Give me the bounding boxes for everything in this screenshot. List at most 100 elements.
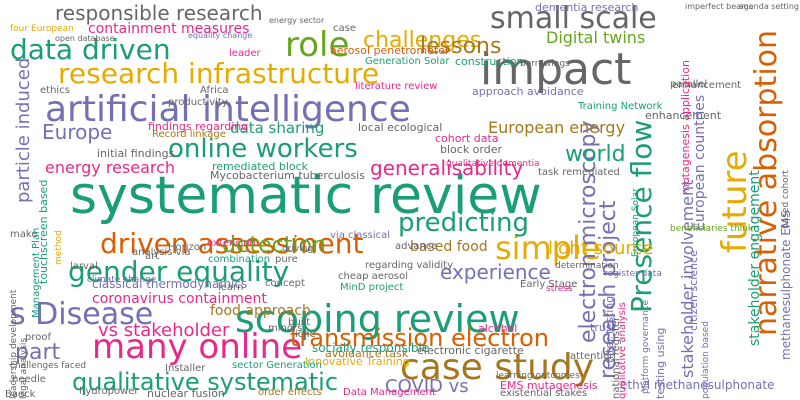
cloud-word: Africa (200, 85, 229, 96)
cloud-word: research infrastructure (58, 57, 380, 90)
cloud-word: Digital twins (546, 28, 646, 47)
cloud-word: predicting (398, 208, 530, 238)
cloud-word: driving (282, 244, 314, 254)
cloud-word: citizen science (687, 250, 700, 331)
cloud-word: beneficiaries think (670, 224, 754, 234)
cloud-word: methanesulphonate EMS (779, 210, 793, 360)
cloud-word: light source (548, 238, 654, 259)
cloud-word: iche (295, 329, 316, 340)
cloud-word: European Solar (631, 188, 641, 257)
cloud-word: ethics (40, 85, 70, 96)
cloud-word: case study (400, 347, 595, 388)
cloud-word: pure (275, 254, 298, 265)
cloud-word: dementia research (535, 1, 639, 14)
cloud-word: borrowings (520, 59, 570, 69)
cloud-word: based food (410, 239, 488, 255)
cloud-word: coronavirus containment (92, 291, 267, 307)
cloud-word: artificial intelligence (45, 89, 411, 130)
cloud-word: energy sector (269, 16, 325, 25)
cloud-word: make (10, 229, 38, 240)
cloud-word: avoidance task (325, 347, 409, 360)
cloud-word: vs stakeholder (98, 320, 230, 341)
cloud-word: platform governance (641, 299, 651, 394)
cloud-word: qualitative systematic (72, 368, 339, 396)
cloud-word: method (54, 230, 64, 265)
cloud-word: qualitative dementia (446, 159, 540, 169)
cloud-word: combination (208, 254, 271, 265)
cloud-word: sector Generation (232, 360, 322, 371)
cloud-word: experience (440, 260, 551, 284)
cloud-word: many online (92, 327, 303, 367)
cloud-word: electronic cigarette (417, 344, 524, 357)
cloud-word: Early Stage (520, 279, 578, 290)
cloud-word: alcohol (478, 322, 518, 335)
cloud-word: local ecological (358, 121, 443, 134)
cloud-word: part (15, 340, 61, 365)
cloud-word: containment measures (88, 21, 250, 37)
cloud-word: leadership development (9, 289, 19, 399)
cloud-word: data driven (10, 33, 171, 66)
cloud-word: world (565, 142, 626, 167)
cloud-word: equality change (188, 31, 253, 40)
cloud-word: larval (70, 261, 98, 272)
cloud-word: systematic review (70, 166, 542, 226)
cloud-word: role (285, 25, 350, 65)
cloud-word: open database (55, 34, 115, 43)
cloud-word: climate change (87, 275, 157, 285)
cloud-word: extension (207, 238, 256, 249)
cloud-word: population based (701, 321, 711, 399)
cloud-word: driven assessment (100, 227, 364, 260)
cloud-word: existential stakes (500, 388, 588, 399)
cloud-word: scoping review (235, 297, 520, 341)
cloud-word: needle (12, 374, 46, 385)
cloud-word: Europe (42, 120, 113, 144)
cloud-word: case (333, 23, 356, 34)
cloud-word: cheap aerosol (338, 271, 409, 282)
cloud-word: stakeholder engagement (747, 170, 763, 346)
cloud-word: art (145, 251, 160, 262)
cloud-word: challenges (363, 28, 482, 53)
cloud-word: learning outcomes (496, 371, 580, 381)
cloud-word: trust (590, 321, 616, 334)
cloud-word: Generation Solar (365, 56, 450, 67)
cloud-word: imperfect beams (685, 2, 753, 11)
cloud-word: detection (222, 233, 326, 258)
cloud-word: findings regarding (148, 120, 249, 133)
cloud-word: Innovative Training (305, 355, 410, 368)
cloud-word: register data (604, 269, 662, 279)
cloud-word: particle induced (13, 57, 34, 203)
cloud-word: Training Network (578, 101, 663, 112)
cloud-word: productivity (168, 97, 228, 108)
cloud-word: minors (268, 323, 303, 334)
cloud-word: EMS mutagenesis (500, 379, 598, 392)
cloud-word: task remediated (538, 167, 620, 178)
cloud-word: small scale (490, 1, 657, 36)
cloud-word: s Disease (10, 297, 154, 332)
cloud-word: regarding validity (365, 260, 454, 271)
cloud-word: order effects (258, 387, 322, 398)
cloud-word: agenda setting (738, 2, 799, 11)
cloud-word: Horizon (168, 242, 207, 253)
cloud-word: Record linkage (152, 129, 226, 140)
cloud-word: remediated block (212, 160, 309, 173)
cloud-word: ethyl methanesulphonate (620, 378, 775, 392)
cloud-word: literature review (355, 81, 438, 92)
cloud-word: cohort data (435, 132, 499, 145)
cloud-word: Data Management (343, 387, 436, 398)
cloud-word: parallel (670, 79, 708, 90)
cloud-word: Installer (165, 363, 206, 374)
cloud-word: initial findings (97, 147, 175, 160)
cloud-word: online workers (168, 134, 358, 164)
cloud-word: generalisability (370, 156, 524, 180)
cloud-word: legal analysis (19, 337, 29, 399)
cloud-word: approach avoidance (472, 85, 584, 98)
cloud-word: advance (395, 241, 438, 252)
cloud-word: four European (10, 24, 74, 34)
cloud-word: learn (218, 282, 244, 293)
cloud-word: concept (265, 278, 305, 289)
cloud-word: proof (25, 332, 51, 343)
cloud-word: analysis via (132, 247, 191, 258)
cloud-word: built (288, 317, 311, 328)
cloud-word: data sharing (230, 119, 325, 137)
cloud-word: Management Plan (31, 227, 42, 318)
